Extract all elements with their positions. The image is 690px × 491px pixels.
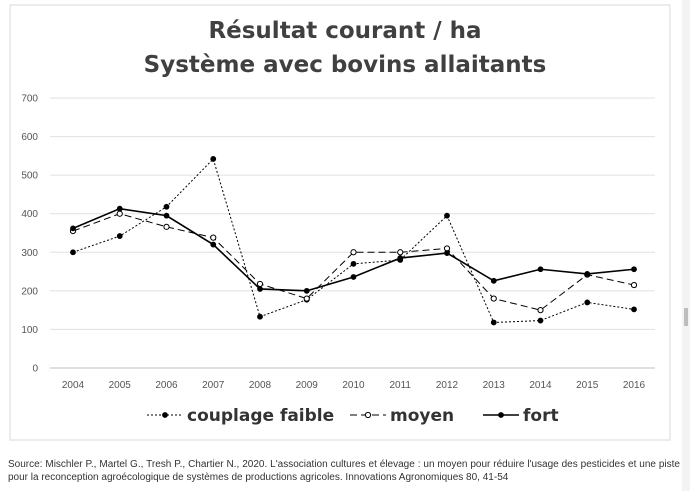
data-point: [163, 212, 170, 219]
legend-label: moyen: [390, 406, 454, 426]
chart-title: Résultat courant / ha: [208, 18, 481, 44]
series-couplage-faible: [70, 156, 637, 326]
y-tick-label: 400: [21, 209, 38, 220]
data-point: [303, 287, 310, 294]
x-tick-label: 2006: [155, 380, 178, 391]
data-point: [350, 260, 357, 267]
data-point: [70, 225, 76, 232]
data-point: [397, 249, 404, 256]
x-tick-label: 2013: [483, 380, 506, 391]
legend-item: fort: [483, 406, 559, 426]
y-axis: 0 100 200 300 400 500 600 700: [21, 94, 38, 375]
data-point: [163, 223, 170, 230]
scrollbar-thumb[interactable]: [684, 308, 688, 326]
x-tick-label: 2004: [62, 380, 85, 391]
data-point: [537, 317, 544, 324]
y-tick-label: 300: [21, 248, 38, 259]
data-point: [631, 266, 637, 273]
data-point: [490, 319, 497, 326]
legend: couplage faible moyen fort: [147, 406, 559, 426]
y-tick-label: 200: [21, 286, 38, 297]
data-point: [584, 299, 591, 306]
legend-item: moyen: [350, 406, 454, 426]
y-tick-label: 0: [32, 364, 38, 375]
data-point: [444, 212, 450, 219]
legend-label: fort: [523, 406, 559, 426]
data-point: [210, 234, 217, 241]
data-point: [490, 295, 497, 302]
x-tick-label: 2011: [389, 380, 411, 391]
data-point: [584, 270, 591, 277]
x-tick-label: 2010: [342, 380, 365, 391]
x-tick-label: 2007: [202, 380, 225, 391]
x-tick-label: 2016: [623, 380, 646, 391]
x-tick-label: 2005: [109, 380, 132, 391]
data-point: [350, 274, 357, 280]
data-point: [210, 156, 217, 162]
data-point: [256, 280, 264, 288]
data-point: [70, 249, 76, 256]
y-tick-label: 500: [21, 171, 38, 182]
x-tick-label: 2014: [529, 380, 552, 391]
data-point: [257, 286, 263, 292]
series-fort: [70, 205, 637, 294]
scrollbar-track[interactable]: [682, 0, 690, 491]
chart-subtitle: Système avec bovins allaitants: [144, 52, 547, 78]
x-tick-label: 2012: [436, 380, 459, 391]
data-point: [257, 313, 263, 320]
y-tick-label: 100: [21, 325, 38, 336]
data-point: [630, 281, 638, 289]
source-note: Source: Mischler P., Martel G., Tresh P.…: [8, 459, 680, 483]
data-point: [116, 205, 123, 212]
x-tick-label: 2008: [249, 380, 272, 391]
x-axis: 2004 2005 2006 2007 2008 2009 2010 2011 2012 2013…: [62, 380, 646, 391]
x-tick-label: 2009: [296, 380, 319, 391]
legend-marker: [498, 412, 504, 418]
y-tick-label: 600: [21, 132, 38, 143]
data-point: [116, 210, 123, 217]
data-point: [444, 250, 450, 256]
data-point: [350, 249, 357, 256]
series-lines: [69, 156, 638, 326]
data-point: [490, 277, 497, 284]
data-point: [537, 307, 544, 314]
legend-label: couplage faible: [187, 406, 334, 426]
legend-marker: [162, 412, 168, 418]
data-point: [303, 295, 310, 302]
legend-item: couplage faible: [147, 406, 334, 426]
data-point: [397, 255, 404, 261]
data-point: [631, 306, 637, 313]
data-point: [116, 233, 123, 239]
data-point: [210, 241, 217, 248]
series-moyen: [69, 210, 638, 314]
data-point: [537, 266, 544, 273]
x-tick-label: 2015: [576, 380, 599, 391]
legend-marker: [364, 411, 372, 419]
data-point: [163, 203, 170, 210]
y-tick-label: 700: [21, 94, 38, 105]
